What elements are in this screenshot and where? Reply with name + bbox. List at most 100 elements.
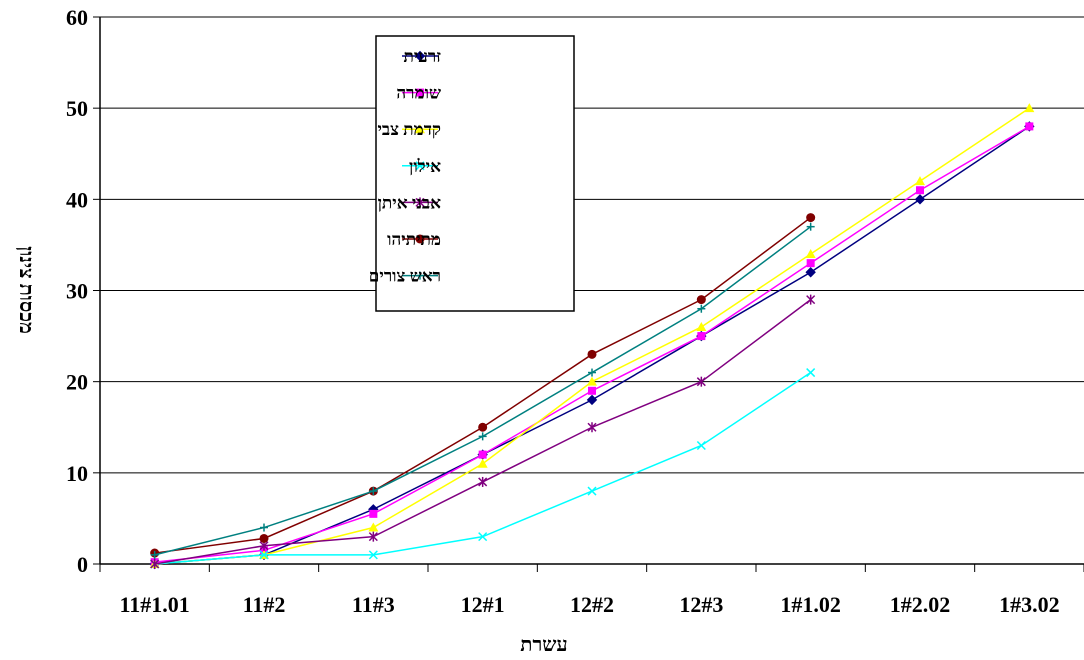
series-line	[154, 371, 812, 565]
x-tick-label: 1#2.02	[890, 592, 951, 617]
data-point	[1024, 103, 1035, 113]
axes	[93, 16, 1084, 572]
legend-label: קדמת צבי	[377, 120, 441, 139]
data-point	[914, 194, 926, 205]
legend-marker	[416, 88, 424, 97]
series-line	[154, 125, 1030, 563]
data-point	[697, 332, 706, 341]
series-2	[150, 122, 1034, 567]
legend-marker	[415, 197, 425, 208]
series-line	[154, 299, 812, 565]
legend-label: זרעית	[403, 47, 441, 66]
x-tick-label: 11#3	[352, 592, 395, 617]
x-axis-title: עשרת	[520, 634, 568, 656]
legend-item: שומרה	[396, 84, 441, 103]
data-point	[696, 376, 706, 387]
x-tick-label: 12#3	[679, 592, 723, 617]
data-point	[806, 222, 815, 231]
legend-item: מתיתיהו	[387, 230, 441, 249]
data-point	[587, 422, 597, 433]
x-tick-label: 1#1.02	[780, 592, 841, 617]
legend-marker	[415, 124, 425, 134]
legend-box	[375, 35, 575, 312]
y-tick-label: 10	[66, 461, 88, 486]
data-point	[478, 450, 487, 459]
data-point	[916, 186, 924, 195]
series-7	[150, 222, 815, 559]
data-point	[806, 368, 816, 378]
y-tick-label: 0	[77, 552, 88, 577]
data-point	[696, 440, 706, 451]
data-point	[806, 294, 816, 305]
legend-marker	[414, 50, 426, 62]
legend-item: קדמת צבי	[377, 120, 441, 139]
y-tick-label: 60	[66, 5, 88, 30]
legend-marker	[415, 161, 425, 171]
data-point	[696, 321, 707, 331]
x-tick-label: 12#1	[461, 592, 505, 617]
data-point	[260, 523, 268, 532]
data-point	[806, 213, 816, 223]
legend-item: אילון	[402, 157, 441, 176]
data-point	[150, 559, 160, 569]
series-layer	[149, 103, 1035, 570]
legend-item: ראש צורים	[369, 267, 441, 286]
legend-label: אילון	[409, 157, 441, 176]
data-point	[915, 176, 925, 186]
data-point	[368, 522, 379, 532]
legend-label: שומרה	[396, 84, 441, 103]
data-point	[805, 249, 816, 259]
y-tick-label: 40	[66, 187, 88, 212]
series-1	[149, 121, 1035, 570]
legend-item: זרעית	[402, 47, 441, 66]
data-point	[806, 259, 815, 268]
data-point	[805, 267, 816, 278]
data-point	[587, 376, 597, 386]
legend-label: ראש צורים	[369, 267, 441, 286]
x-tick-label: 11#2	[243, 592, 286, 617]
data-point	[478, 432, 487, 441]
gridlines	[100, 16, 1084, 474]
data-point	[368, 550, 378, 560]
data-point	[478, 476, 488, 487]
legend-label: מתיתיהו	[387, 230, 441, 249]
data-point	[588, 386, 596, 395]
data-point	[478, 422, 488, 432]
data-point	[259, 550, 269, 560]
data-point	[587, 486, 597, 496]
data-point	[1025, 122, 1034, 131]
data-point	[478, 532, 488, 542]
legend-item: אבני איתן	[378, 193, 442, 212]
legend-items: זרעית שומרה קדמת צבי אילון אבני איתן מתיתיהו ר…	[369, 47, 441, 286]
data-point	[477, 458, 488, 468]
series-5	[150, 294, 816, 569]
series-line	[154, 107, 1030, 565]
data-point	[369, 487, 378, 496]
tick-labels: 0 10 20 30 40 50 60 11#1.01 11#2 11#3 12#1 12#2 12#3…	[66, 5, 1060, 617]
data-point	[587, 349, 597, 359]
y-tick-label: 50	[66, 96, 88, 121]
data-point	[588, 368, 596, 377]
x-tick-label: 11#1.01	[120, 592, 190, 617]
data-point	[150, 550, 159, 559]
data-point	[696, 295, 706, 305]
data-point	[586, 394, 598, 406]
x-tick-label: 12#2	[570, 592, 614, 617]
y-axis-title: מכסות צינון	[15, 246, 37, 334]
data-point	[259, 533, 269, 543]
legend-marker	[416, 271, 424, 280]
data-point	[368, 531, 378, 542]
series-4	[150, 368, 816, 569]
series-3	[149, 103, 1035, 568]
data-point	[369, 509, 378, 518]
data-point	[697, 304, 706, 313]
y-tick-label: 30	[66, 279, 88, 304]
y-tick-label: 20	[66, 370, 88, 395]
legend: זרעית שומרה קדמת צבי אילון אבני איתן מתיתיהו ר…	[369, 35, 575, 312]
legend-label: אבני איתן	[378, 193, 442, 212]
series-line	[154, 125, 1030, 565]
legend-marker	[415, 234, 425, 244]
x-tick-label: 1#3.02	[999, 592, 1060, 617]
